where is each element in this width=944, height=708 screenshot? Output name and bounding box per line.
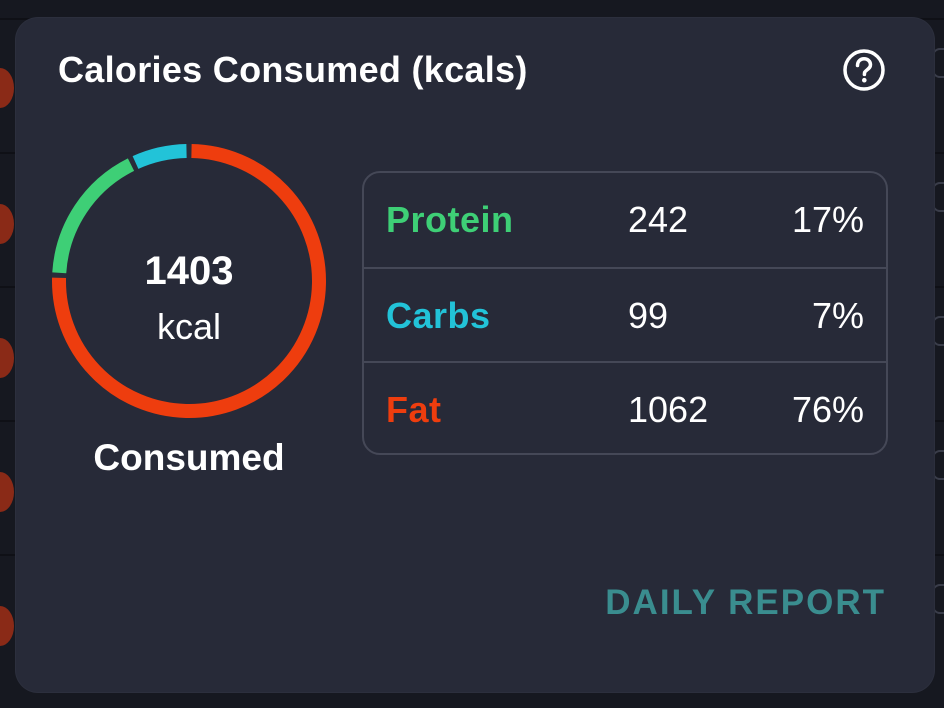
background-food-icon [0,472,14,512]
macro-percent: 76% [791,389,864,430]
total-calories: 1403 [144,249,234,293]
question-circle-icon [843,49,885,91]
help-button[interactable] [842,48,886,92]
background-food-icon [0,68,14,108]
macro-percent: 17% [791,199,864,240]
calorie-donut-chart: 1403 kcal [44,136,334,426]
macro-name: Protein [386,199,514,240]
donut-segment-carbs [132,144,187,169]
macro-name: Carbs [386,295,491,336]
donut-segment-protein [52,158,135,274]
macro-breakdown-table: Protein 242 17% Carbs 99 7% Fat 1062 76% [362,171,888,455]
macro-row-carbs: Carbs 99 7% [364,267,886,361]
total-calories-unit: kcal [156,306,222,347]
donut-segment-fat [52,144,326,418]
calories-card: Calories Consumed (kcals) 1403 kcal Cons… [16,18,934,692]
macro-kcal: 242 [628,199,689,240]
macro-kcal: 1062 [628,389,709,430]
macro-row-protein: Protein 242 17% [364,173,886,267]
macro-name: Fat [386,389,442,430]
donut-caption: Consumed [93,437,285,478]
background-food-icon [0,338,14,378]
background-food-icon [0,606,14,646]
donut-svg [52,144,326,418]
macro-kcal: 99 [628,295,669,336]
background-food-icon [0,204,14,244]
macro-percent: 7% [811,295,864,336]
daily-report-button[interactable]: DAILY REPORT [586,580,886,626]
card-title: Calories Consumed (kcals) [58,49,528,90]
macro-row-fat: Fat 1062 76% [364,361,886,453]
